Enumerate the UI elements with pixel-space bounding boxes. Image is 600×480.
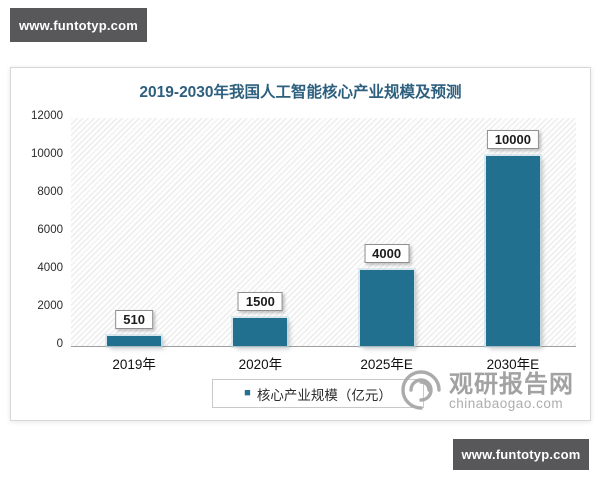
y-axis-tick: 8000: [37, 186, 63, 198]
legend-marker-icon: ■: [244, 387, 251, 399]
watermark-url: chinabaogao.com: [449, 396, 564, 411]
x-axis-label: 2019年: [112, 357, 156, 372]
site-badge-top: www.funtotyp.com: [10, 8, 147, 42]
y-axis-tick: 0: [56, 338, 63, 350]
legend: ■ 核心产业规模（亿元）: [212, 379, 424, 408]
site-badge-bottom-text: www.funtotyp.com: [461, 447, 581, 462]
site-badge-top-text: www.funtotyp.com: [19, 17, 138, 33]
chart-card: 2019-2030年我国人工智能核心产业规模及预测 0 2000 4000 6000 8…: [10, 67, 591, 421]
chart-title: 2019-2030年我国人工智能核心产业规模及预测: [139, 84, 462, 101]
y-axis-tick: 10000: [31, 148, 63, 160]
legend-label: 核心产业规模（亿元）: [256, 387, 392, 403]
data-label: 10000: [486, 130, 539, 149]
data-label: 1500: [237, 291, 283, 311]
data-label: 4000: [364, 244, 410, 263]
y-axis-tick: 4000: [37, 262, 63, 274]
y-axis-tick: 12000: [31, 110, 63, 122]
data-label: 510: [115, 310, 153, 330]
x-axis-label: 2025年E: [360, 357, 413, 372]
bar: [233, 317, 288, 346]
x-axis-label: 2030年E: [486, 357, 540, 372]
site-badge-bottom: www.funtotyp.com: [453, 439, 589, 470]
bar: [107, 336, 162, 346]
watermark-name: 观研报告网: [449, 371, 574, 398]
watermark: 观研报告网 chinabaogao.com: [399, 368, 574, 417]
y-axis-tick: 6000: [37, 224, 63, 236]
y-axis-tick: 2000: [37, 300, 63, 312]
bar: [359, 270, 414, 346]
bar: [485, 156, 540, 346]
x-axis-label: 2020年: [238, 357, 283, 372]
